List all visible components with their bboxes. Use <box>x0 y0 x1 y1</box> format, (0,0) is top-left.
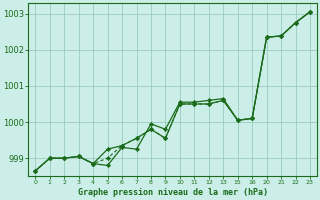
X-axis label: Graphe pression niveau de la mer (hPa): Graphe pression niveau de la mer (hPa) <box>78 188 268 197</box>
